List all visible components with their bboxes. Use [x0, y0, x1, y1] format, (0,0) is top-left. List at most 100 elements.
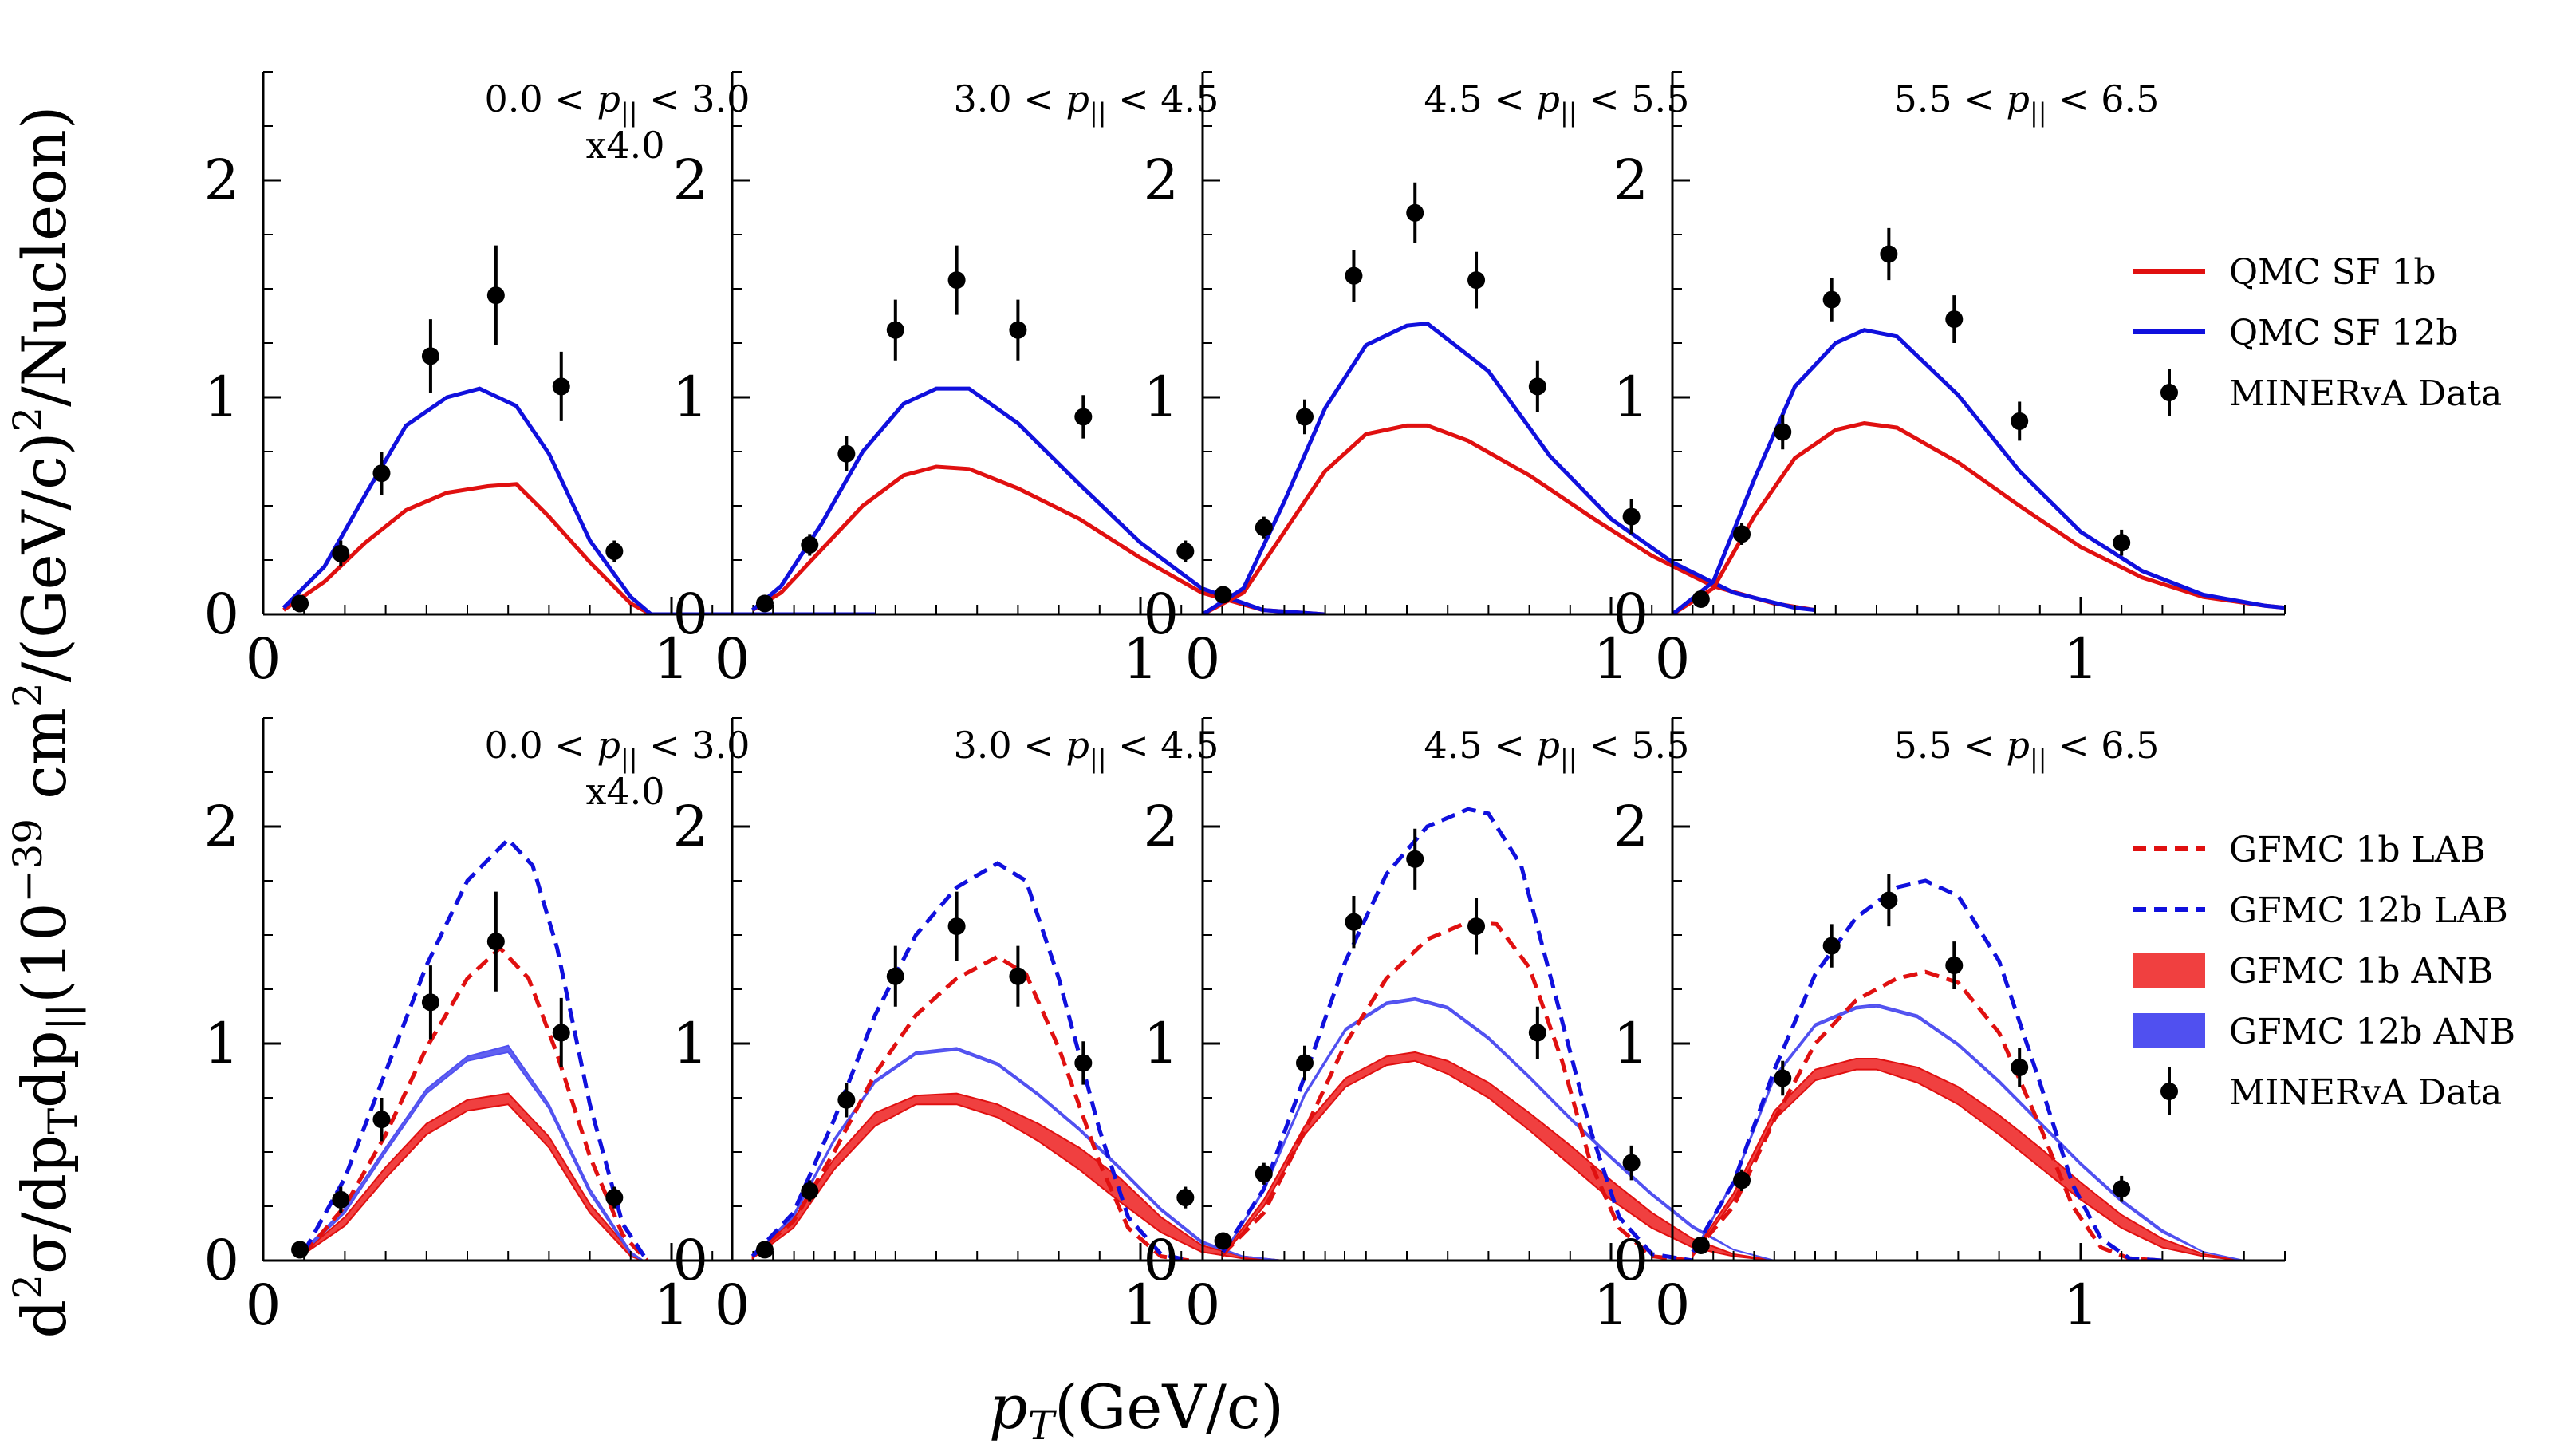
- series-qmc-sf-12b: [282, 386, 876, 614]
- legend-item: GFMC 1b ANB: [2133, 951, 2493, 992]
- panel-scale-bottom-1: x4.0: [585, 770, 664, 813]
- legend-swatch-marker: [2160, 384, 2178, 401]
- panel-title-top-2: 3.0 < p|| < 4.5: [954, 77, 1219, 128]
- data-point-bottom-2: [801, 1182, 819, 1200]
- x-tick-label: 0: [715, 1272, 750, 1338]
- legend-swatch-marker: [2160, 1083, 2178, 1100]
- data-point-bottom-2: [1009, 967, 1027, 985]
- series-qmc-sf-12b: [1672, 328, 2285, 614]
- data-point-bottom-2: [1074, 1054, 1093, 1072]
- data-point-top-1: [421, 347, 439, 365]
- y-tick-label: 1: [1613, 365, 1648, 430]
- data-point-bottom-2: [755, 1241, 774, 1259]
- data-point-bottom-4: [1880, 891, 1898, 909]
- plot-area-bottom-4: [1691, 878, 2245, 1261]
- y-tick-label: 2: [672, 148, 708, 213]
- data-point-top-2: [1009, 321, 1027, 339]
- y-axis-title: d2σ/dpTdp||(10−39 cm2/(GeV/c)2/Nucleon): [5, 106, 86, 1339]
- panel-title-bottom-4: 5.5 < p|| < 6.5: [1894, 724, 2160, 774]
- data-point-top-3: [1467, 271, 1486, 290]
- y-tick-label: 1: [1143, 365, 1179, 430]
- x-tick-label: 0: [715, 626, 750, 692]
- y-tick-label: 1: [1143, 1011, 1179, 1076]
- x-tick-label: 1: [2063, 1272, 2099, 1338]
- panel-title-sub: ||: [620, 97, 638, 128]
- panel-title-sub: ||: [1089, 744, 1107, 774]
- legend-item: GFMC 12b LAB: [2133, 890, 2508, 931]
- x-tick-label: 0: [1185, 1272, 1221, 1338]
- x-axis-sub: T: [1028, 1403, 1058, 1448]
- data-point-top-2: [837, 444, 856, 463]
- panel-title-top-3: 4.5 < p|| < 5.5: [1424, 77, 1690, 128]
- panel-title-sub: ||: [1560, 744, 1578, 774]
- data-point-top-2: [801, 535, 819, 554]
- panel-title-hi: < 4.5: [1107, 77, 1219, 120]
- panel-title-var: p: [2006, 724, 2029, 767]
- data-point-bottom-1: [486, 933, 505, 951]
- data-point-bottom-2: [886, 967, 904, 985]
- y-tick-label: 0: [1143, 582, 1179, 647]
- x-tick-label: 1: [2063, 626, 2099, 692]
- x-tick-label: 1: [1593, 626, 1629, 692]
- data-point-top-4: [1945, 310, 1964, 329]
- series-gfmc-12b-anb: [1692, 1003, 2245, 1261]
- y-axis-title-part: d: [9, 1300, 80, 1339]
- data-point-top-2: [1074, 408, 1093, 426]
- plot-area-bottom-1: [302, 836, 876, 1261]
- panel-title-var: p: [1536, 77, 1559, 120]
- data-point-bottom-3: [1622, 1154, 1641, 1172]
- y-tick-label: 0: [203, 1228, 239, 1293]
- data-point-bottom-3: [1406, 850, 1424, 868]
- y-axis-title-part: 2: [5, 682, 51, 708]
- data-point-top-1: [332, 544, 350, 562]
- series-qmc-sf-1b: [1203, 423, 1815, 614]
- y-tick-label: 1: [203, 365, 239, 430]
- panel-title-lo: 5.5 <: [1894, 77, 2007, 120]
- data-point-top-1: [486, 286, 505, 305]
- y-axis-title-part: T: [40, 1108, 86, 1134]
- y-tick-label: 2: [203, 148, 239, 213]
- series-gfmc-1b-anb: [303, 1092, 644, 1261]
- panel-title-sub: ||: [2030, 744, 2047, 774]
- data-point-top-4: [1880, 245, 1898, 263]
- y-tick-label: 0: [1613, 582, 1648, 647]
- legend-label: GFMC 12b LAB: [2229, 890, 2508, 931]
- legend-item: MINERvA Data: [2160, 369, 2502, 416]
- y-tick-label: 0: [1613, 1228, 1648, 1293]
- data-point-bottom-1: [552, 1024, 570, 1042]
- legend-label: MINERvA Data: [2229, 1072, 2502, 1113]
- series-gfmc-12b-lab: [302, 836, 649, 1261]
- y-axis-title-part: ||: [40, 1004, 86, 1031]
- data-point-top-3: [1528, 377, 1546, 396]
- data-point-top-3: [1214, 586, 1232, 604]
- x-tick-label: 0: [1185, 626, 1221, 692]
- series-gfmc-12b-lab: [1221, 807, 1693, 1261]
- y-tick-label: 2: [1613, 794, 1648, 859]
- data-point-bottom-4: [2011, 1058, 2029, 1076]
- panel-title-var: p: [1065, 724, 1089, 767]
- panel-title-sub: ||: [1089, 97, 1107, 128]
- x-tick-label: 1: [654, 626, 690, 692]
- y-tick-label: 2: [1613, 148, 1648, 213]
- legend-bottom: GFMC 1b LAB GFMC 12b LAB GFMC 1b ANB GFMC 1…: [2133, 830, 2515, 1115]
- x-tick-label: 1: [1593, 1272, 1629, 1338]
- data-point-bottom-4: [1945, 957, 1964, 975]
- data-point-bottom-1: [291, 1241, 309, 1259]
- y-axis-title-part: cm: [9, 708, 80, 819]
- panel-title-hi: < 5.5: [1578, 77, 1690, 120]
- series-gfmc-1b-anb: [1222, 1051, 1774, 1261]
- x-tick-label: 0: [246, 626, 282, 692]
- panel-title-hi: < 6.5: [2047, 724, 2160, 767]
- panel-title-bottom-2: 3.0 < p|| < 4.5: [954, 724, 1219, 774]
- panel-title-top-1: 0.0 < p|| < 3.0: [485, 77, 750, 128]
- panel-bottom-4: 0 1 0 1 2 5.5 < p|| < 6.5: [1613, 717, 2286, 1338]
- legend-label: GFMC 1b LAB: [2229, 830, 2486, 870]
- legend-item: GFMC 12b ANB: [2133, 1012, 2515, 1052]
- panel-title-lo: 4.5 <: [1424, 77, 1537, 120]
- panel-title-hi: < 6.5: [2047, 77, 2160, 120]
